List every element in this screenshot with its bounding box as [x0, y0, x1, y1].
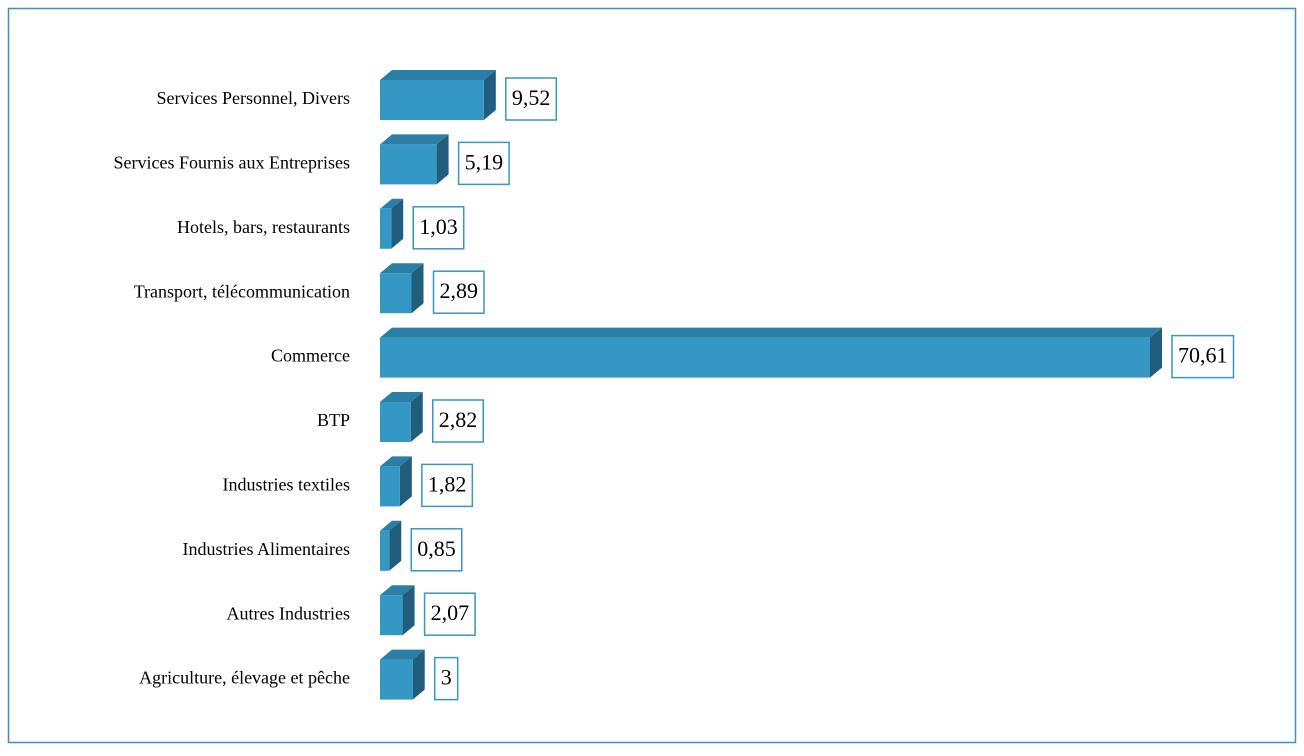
bar [380, 144, 437, 185]
bar-top [380, 585, 415, 596]
bar-top [380, 327, 1162, 338]
bar [380, 337, 1150, 378]
bar-side [411, 263, 424, 314]
category-label: Commerce [271, 346, 350, 366]
bar-top [380, 520, 402, 531]
value-label: 5,19 [465, 149, 504, 174]
bar-top [380, 456, 412, 467]
value-label-box [433, 656, 459, 701]
bar [380, 466, 400, 507]
value-label: 1,82 [428, 471, 467, 496]
bar-top [380, 134, 449, 145]
value-label-box [412, 206, 465, 250]
value-label-box [505, 77, 558, 121]
bar-side [399, 456, 412, 507]
bar-side [436, 134, 449, 185]
bar-side [412, 649, 425, 700]
category-label: Industries textiles [223, 475, 350, 495]
value-label: 0,85 [417, 536, 456, 561]
bar [380, 402, 411, 442]
value-label-box [457, 141, 510, 186]
bar [380, 530, 390, 571]
bar-side [402, 585, 415, 636]
bar-side [483, 70, 496, 120]
bar-top [380, 70, 496, 80]
value-label-box [410, 528, 463, 572]
bar-side [1150, 327, 1162, 378]
bar [380, 595, 403, 636]
category-label: Autres Industries [227, 603, 350, 623]
value-label: 3 [441, 665, 452, 690]
bar-top [380, 649, 425, 660]
category-label: Services Fournis aux Entreprises [114, 153, 350, 173]
bar-side [391, 198, 404, 249]
category-label: Hotels, bars, restaurants [177, 217, 350, 237]
bar [380, 208, 392, 249]
value-label: 2,82 [439, 407, 478, 432]
bar-side [410, 392, 423, 442]
bar [380, 80, 484, 120]
value-label: 2,89 [440, 278, 479, 303]
category-label: Services Personnel, Divers [157, 88, 350, 108]
category-label: Transport, télécommunication [134, 281, 350, 301]
value-label: 1,03 [419, 214, 458, 239]
value-label: 2,07 [431, 600, 470, 625]
value-label-box [423, 592, 476, 636]
value-label-box [421, 463, 474, 508]
value-label-box [1171, 334, 1235, 379]
bar-top [380, 263, 424, 274]
value-label-box [432, 270, 485, 314]
value-label: 70,61 [1178, 343, 1228, 368]
value-label: 9,52 [512, 85, 550, 110]
bar-top [380, 392, 423, 402]
bar-top [380, 198, 404, 209]
category-label: Industries Alimentaires [183, 539, 350, 559]
value-label-box [432, 399, 485, 443]
category-label: BTP [317, 410, 350, 430]
category-label: Agriculture, élevage et pêche [139, 668, 350, 688]
bar [380, 659, 413, 700]
bar-side [389, 520, 402, 571]
bar [380, 273, 412, 314]
